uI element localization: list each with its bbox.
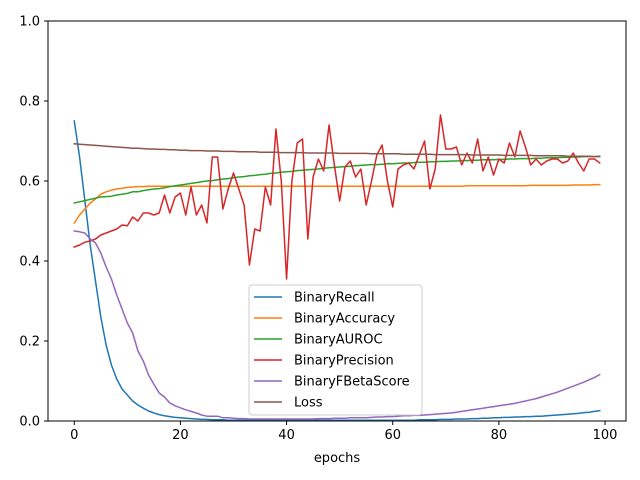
x-tick-label: 80 — [491, 428, 508, 443]
series-line-binaryrecall — [73, 120, 601, 421]
series-line-loss — [73, 142, 601, 158]
legend-entries: BinaryRecall BinaryAccuracy BinaryAUROC Bin… — [254, 291, 410, 411]
plot-frame — [47, 20, 627, 422]
legend-label-binaryauroc: BinaryAUROC — [294, 333, 383, 348]
series-line-binaryauroc — [73, 155, 601, 204]
series-line-binaryprecision — [73, 114, 601, 280]
y-tick-label: 0.2 — [19, 335, 40, 350]
y-axis-ticks: 0.0 0.2 0.4 0.6 0.8 1.0 — [19, 15, 48, 430]
legend-label-binaryfbetascore: BinaryFBetaScore — [294, 375, 410, 390]
x-tick-label: 100 — [593, 428, 618, 443]
y-tick-label: 1.0 — [19, 15, 40, 30]
x-tick-label: 40 — [278, 428, 295, 443]
series-line-binaryfbetascore — [73, 230, 601, 420]
legend-label-binaryprecision: BinaryPrecision — [294, 354, 394, 369]
legend-label-binaryaccuracy: BinaryAccuracy — [294, 312, 395, 327]
y-tick-label: 0.4 — [19, 255, 40, 270]
legend-label-loss: Loss — [294, 396, 323, 411]
legend-label-binaryrecall: BinaryRecall — [294, 291, 375, 306]
legend: BinaryRecall BinaryAccuracy BinaryAUROC Bin… — [248, 284, 423, 416]
x-tick-label: 60 — [384, 428, 401, 443]
legend-box — [248, 284, 423, 416]
x-tick-label: 20 — [172, 428, 189, 443]
x-axis-ticks: 0 20 40 60 80 100 — [70, 421, 617, 443]
y-tick-label: 0.6 — [19, 175, 40, 190]
x-tick-label: 0 — [70, 428, 78, 443]
series-layer — [73, 114, 601, 421]
y-tick-label: 0.0 — [19, 415, 40, 430]
y-tick-label: 0.8 — [19, 95, 40, 110]
x-axis-title: epochs — [314, 451, 361, 466]
